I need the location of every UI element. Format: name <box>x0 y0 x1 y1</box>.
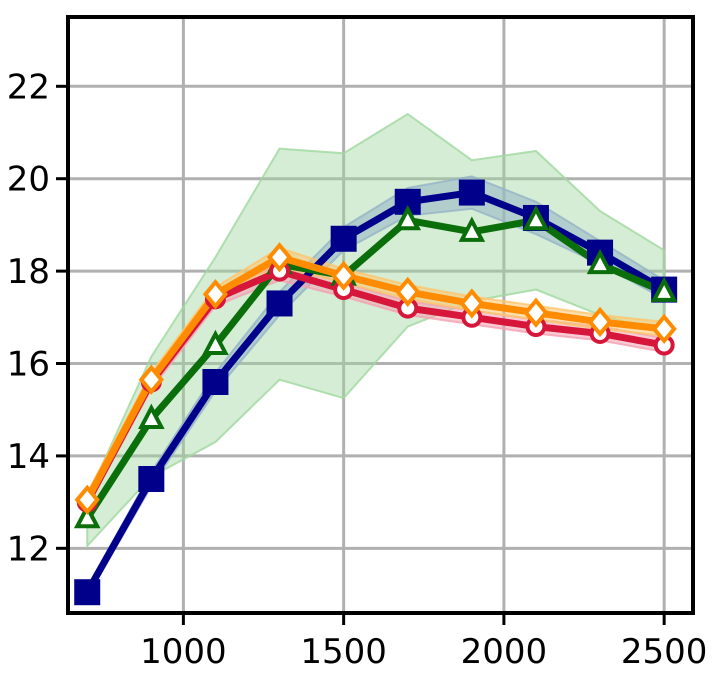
diamond-marker <box>331 260 357 291</box>
diamond-marker <box>266 242 293 273</box>
triangle-marker <box>394 204 422 231</box>
triangle-marker <box>73 502 101 529</box>
square-marker <box>330 225 357 252</box>
triangle-marker <box>650 276 678 302</box>
x-tick-label: 1500 <box>300 632 387 672</box>
diamond-marker <box>138 364 164 395</box>
series-lines <box>84 189 666 594</box>
diamond-marker <box>651 313 677 344</box>
series-line-triangle <box>84 216 666 521</box>
y-tick-label: 16 <box>7 345 50 385</box>
triangle-marker <box>458 216 486 242</box>
square-marker <box>74 579 101 606</box>
diamond-marker <box>395 276 421 308</box>
y-tick-label: 20 <box>7 160 50 200</box>
triangle-marker <box>586 248 614 275</box>
diamond-marker <box>459 288 485 319</box>
x-tick-label: 2500 <box>621 632 708 672</box>
x-tick-label: 2000 <box>461 632 548 672</box>
y-tick-label: 18 <box>7 252 50 292</box>
square-marker <box>266 290 293 317</box>
diamond-marker <box>587 306 613 338</box>
square-marker <box>138 466 165 493</box>
diamond-marker <box>523 297 549 328</box>
y-tick-label: 12 <box>7 529 50 569</box>
triangle-marker <box>138 403 165 429</box>
plot-frame <box>66 15 695 615</box>
square-marker <box>202 368 229 395</box>
series-markers <box>73 179 678 606</box>
axis-ticks: 1000 1500 2000 2500 12 14 16 18 20 22 <box>7 67 708 672</box>
x-tick-label: 1000 <box>140 632 227 672</box>
triangle-marker <box>202 329 229 356</box>
diamond-marker <box>202 279 229 310</box>
series-line-square <box>84 189 666 594</box>
series-line-diamond <box>84 253 665 502</box>
diamond-marker <box>74 484 100 515</box>
triangle-marker <box>522 204 550 231</box>
square-marker <box>458 179 485 206</box>
y-tick-label: 14 <box>7 437 50 477</box>
y-tick-label: 22 <box>7 67 50 107</box>
